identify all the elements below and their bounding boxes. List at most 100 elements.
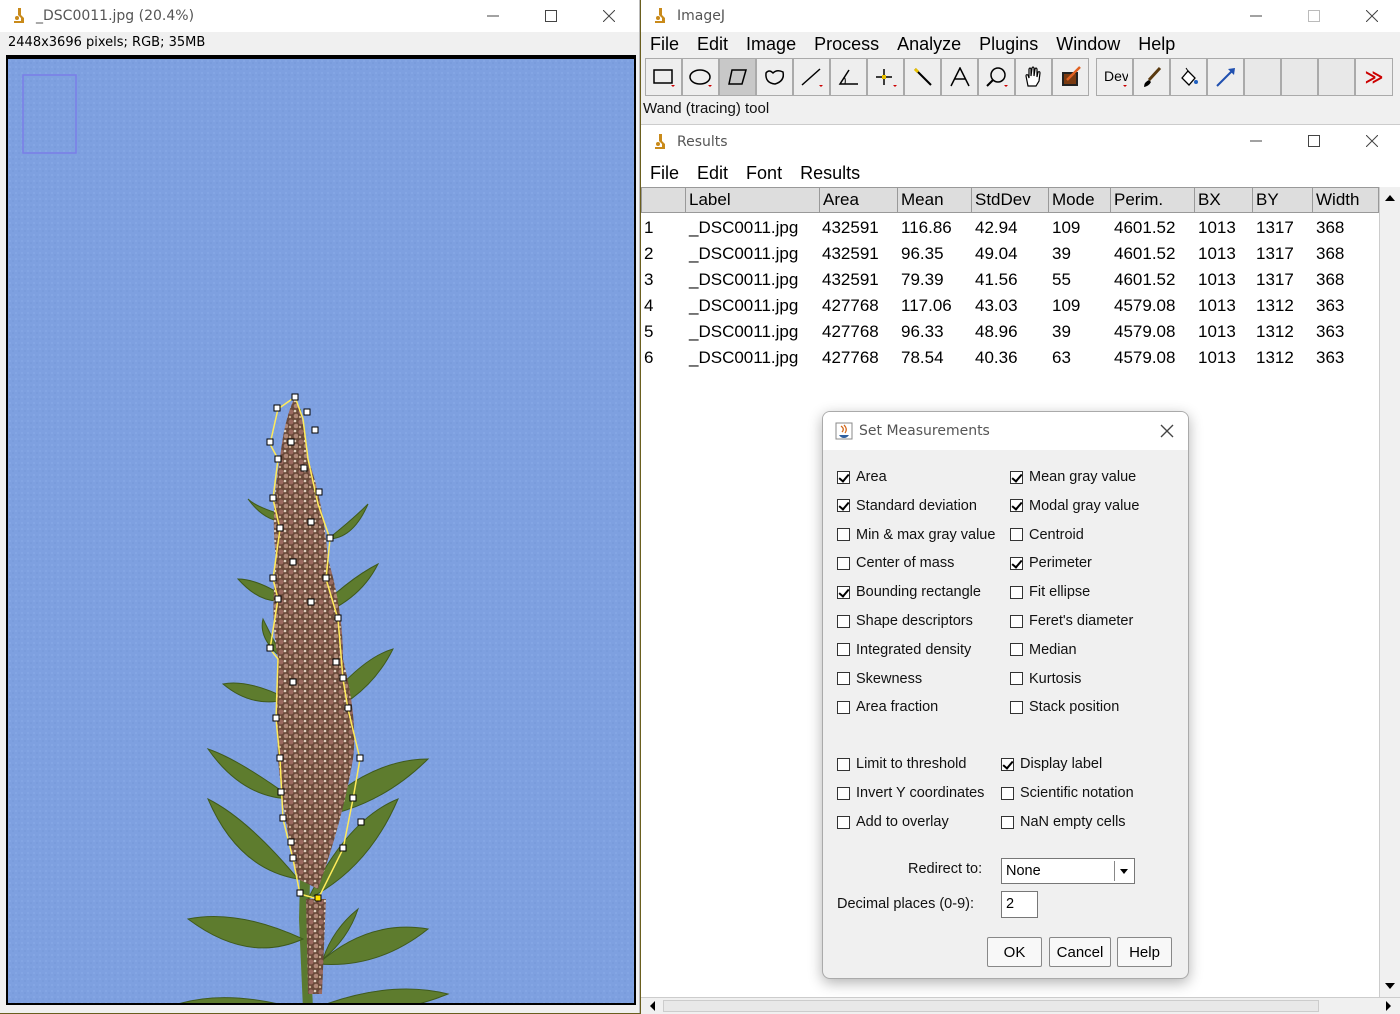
- column-header-mean[interactable]: Mean: [897, 187, 972, 213]
- text-tool[interactable]: [941, 58, 978, 96]
- table-cell[interactable]: 1013: [1198, 218, 1236, 237]
- hand-tool[interactable]: [1015, 58, 1052, 96]
- column-header-area[interactable]: Area: [819, 187, 898, 213]
- decimal-places-input[interactable]: 2: [1001, 891, 1038, 918]
- checkbox-box[interactable]: [1001, 757, 1014, 771]
- menu-edit[interactable]: Edit: [697, 34, 729, 54]
- checkbox-stack-position[interactable]: Stack position: [1010, 699, 1119, 715]
- menu-edit[interactable]: Edit: [697, 163, 729, 183]
- checkbox-box[interactable]: [837, 672, 850, 686]
- table-cell[interactable]: _DSC0011.jpg: [689, 270, 799, 289]
- checkbox-box[interactable]: [1010, 643, 1023, 657]
- table-cell[interactable]: 43.03: [975, 296, 1018, 315]
- column-header-by[interactable]: BY: [1252, 187, 1313, 213]
- table-cell[interactable]: _DSC0011.jpg: [689, 244, 799, 263]
- checkbox-scientific-notation[interactable]: Scientific notation: [1001, 785, 1134, 801]
- checkbox-box[interactable]: [837, 700, 850, 714]
- checkbox-kurtosis[interactable]: Kurtosis: [1010, 671, 1081, 687]
- table-cell[interactable]: 40.36: [975, 348, 1018, 367]
- table-cell[interactable]: 432591: [822, 270, 879, 289]
- table-cell[interactable]: 39: [1052, 244, 1071, 263]
- scroll-down-icon[interactable]: [1380, 979, 1400, 993]
- image-canvas[interactable]: [6, 55, 636, 1005]
- checkbox-box[interactable]: [837, 528, 850, 542]
- maximize-button[interactable]: [1285, 125, 1343, 157]
- table-cell[interactable]: _DSC0011.jpg: [689, 348, 799, 367]
- imagej-titlebar[interactable]: ImageJ: [641, 0, 1400, 32]
- table-cell[interactable]: 109: [1052, 218, 1081, 237]
- column-header-perim[interactable]: Perim.: [1110, 187, 1195, 213]
- table-cell[interactable]: 363: [1316, 322, 1345, 341]
- results-titlebar[interactable]: Results: [641, 125, 1400, 159]
- table-cell[interactable]: _DSC0011.jpg: [689, 296, 799, 315]
- menu-image[interactable]: Image: [746, 34, 797, 54]
- table-cell[interactable]: 1317: [1256, 218, 1294, 237]
- checkbox-box[interactable]: [837, 643, 850, 657]
- redirect-select[interactable]: None: [1001, 858, 1135, 884]
- flood-fill-tool[interactable]: [1170, 58, 1207, 96]
- checkbox-display-label[interactable]: Display label: [1001, 756, 1102, 772]
- table-cell[interactable]: 368: [1316, 270, 1345, 289]
- checkbox-box[interactable]: [1010, 614, 1023, 628]
- table-cell[interactable]: 48.96: [975, 322, 1018, 341]
- scroll-up-icon[interactable]: [1380, 191, 1400, 205]
- checkbox-box[interactable]: [837, 585, 850, 599]
- close-icon[interactable]: [1160, 424, 1174, 438]
- table-cell[interactable]: 368: [1316, 218, 1345, 237]
- table-cell[interactable]: 427768: [822, 296, 879, 315]
- vertical-scrollbar[interactable]: [1379, 187, 1400, 997]
- table-cell[interactable]: 78.54: [901, 348, 944, 367]
- checkbox-invert-y-coordinates[interactable]: Invert Y coordinates: [837, 785, 984, 801]
- checkbox-box[interactable]: [837, 556, 850, 570]
- arrow-tool[interactable]: [1207, 58, 1244, 96]
- freehand-tool[interactable]: [756, 58, 793, 96]
- table-cell[interactable]: 1013: [1198, 296, 1236, 315]
- table-cell[interactable]: 1312: [1256, 322, 1294, 341]
- menu-file[interactable]: File: [650, 34, 680, 54]
- dialog-titlebar[interactable]: Set Measurements: [823, 412, 1188, 450]
- table-cell[interactable]: 55: [1052, 270, 1071, 289]
- empty-tool-slot[interactable]: [1318, 58, 1355, 96]
- menu-analyze[interactable]: Analyze: [897, 34, 962, 54]
- table-cell[interactable]: 363: [1316, 296, 1345, 315]
- roi-handles[interactable]: [266, 393, 365, 902]
- checkbox-mean-gray-value[interactable]: Mean gray value: [1010, 469, 1136, 485]
- table-cell[interactable]: 432591: [822, 244, 879, 263]
- horizontal-scrollbar[interactable]: [641, 997, 1400, 1014]
- image-window-titlebar[interactable]: _DSC0011.jpg (20.4%): [0, 0, 639, 32]
- angle-tool[interactable]: [830, 58, 867, 96]
- column-header-width[interactable]: Width: [1312, 187, 1379, 213]
- checkbox-box[interactable]: [837, 470, 850, 484]
- checkbox-box[interactable]: [1001, 786, 1014, 800]
- magnifier-tool[interactable]: [978, 58, 1015, 96]
- checkbox-box[interactable]: [1010, 672, 1023, 686]
- checkbox-limit-to-threshold[interactable]: Limit to threshold: [837, 756, 966, 772]
- menu-plugins[interactable]: Plugins: [979, 34, 1039, 54]
- checkbox-box[interactable]: [1010, 556, 1023, 570]
- table-cell[interactable]: 432591: [822, 218, 879, 237]
- table-cell[interactable]: 1312: [1256, 348, 1294, 367]
- menu-file[interactable]: File: [650, 163, 680, 183]
- cancel-button[interactable]: Cancel: [1049, 937, 1111, 967]
- close-button[interactable]: [1343, 125, 1400, 157]
- line-tool[interactable]: [793, 58, 830, 96]
- column-header-index[interactable]: [641, 187, 686, 213]
- table-cell[interactable]: 1317: [1256, 270, 1294, 289]
- empty-tool-slot[interactable]: [1281, 58, 1318, 96]
- close-button[interactable]: [1343, 0, 1400, 32]
- table-cell[interactable]: 39: [1052, 322, 1071, 341]
- close-button[interactable]: [580, 0, 638, 32]
- checkbox-box[interactable]: [1010, 528, 1023, 542]
- table-cell[interactable]: 1312: [1256, 296, 1294, 315]
- column-header-label[interactable]: Label: [685, 187, 820, 213]
- column-header-stddev[interactable]: StdDev: [971, 187, 1049, 213]
- table-cell[interactable]: 42.94: [975, 218, 1018, 237]
- maximize-button[interactable]: [522, 0, 580, 32]
- column-header-bx[interactable]: BX: [1194, 187, 1253, 213]
- table-cell[interactable]: _DSC0011.jpg: [689, 322, 799, 341]
- table-cell[interactable]: 79.39: [901, 270, 944, 289]
- table-cell[interactable]: 41.56: [975, 270, 1018, 289]
- menu-results[interactable]: Results: [800, 163, 861, 183]
- table-cell[interactable]: 368: [1316, 244, 1345, 263]
- table-cell[interactable]: 1013: [1198, 322, 1236, 341]
